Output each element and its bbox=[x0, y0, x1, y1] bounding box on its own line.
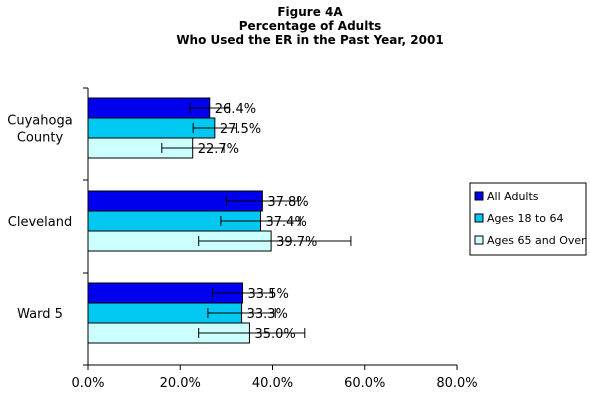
category-label: County bbox=[17, 131, 64, 146]
error-bar bbox=[225, 196, 299, 206]
data-label: 33.5% bbox=[248, 287, 289, 302]
category-label: Cuyahoga bbox=[7, 114, 72, 129]
data-label: 37.4% bbox=[266, 215, 307, 230]
legend-swatch bbox=[474, 213, 484, 223]
data-label: 22.7% bbox=[198, 142, 239, 157]
error-bar bbox=[189, 103, 231, 113]
axes: Cuyahoga County Cleveland Ward 5 0.0% 20.0% 40… bbox=[7, 87, 478, 391]
legend-label: Ages 18 to 64 bbox=[487, 212, 564, 225]
chart-title-line: Figure 4A bbox=[277, 5, 343, 19]
x-tick-label: 80.0% bbox=[436, 376, 477, 391]
chart-title-line: Who Used the ER in the Past Year, 2001 bbox=[176, 33, 443, 47]
data-label: 27.5% bbox=[220, 122, 261, 137]
x-tick-label: 40.0% bbox=[252, 376, 293, 391]
error-bar bbox=[212, 288, 273, 298]
x-tick-label: 20.0% bbox=[160, 376, 201, 391]
error-bar bbox=[192, 123, 238, 133]
legend-swatch bbox=[474, 235, 484, 245]
plot-area: 26.4% 27.5% 22.7% 37.8% 37.4% 39.7% 33.5% 33.3%… bbox=[87, 97, 352, 344]
error-bar bbox=[161, 143, 225, 153]
legend-item: Ages 18 to 64 bbox=[474, 212, 564, 225]
x-tick-label: 60.0% bbox=[344, 376, 385, 391]
data-label: 26.4% bbox=[215, 102, 256, 117]
legend-swatch bbox=[474, 191, 484, 201]
error-bar bbox=[220, 216, 301, 226]
error-bar bbox=[198, 328, 306, 338]
category-label: Ward 5 bbox=[17, 307, 63, 322]
data-label: 33.3% bbox=[247, 307, 288, 322]
data-label: 39.7% bbox=[276, 235, 317, 250]
chart-title-line: Percentage of Adults bbox=[239, 19, 381, 33]
category-label: Cleveland bbox=[8, 215, 72, 230]
data-label: 35.0% bbox=[254, 327, 295, 342]
legend-item: Ages 65 and Over bbox=[474, 234, 586, 247]
legend-item: All Adults bbox=[474, 190, 539, 203]
legend-label: Ages 65 and Over bbox=[487, 234, 586, 247]
error-bar bbox=[198, 236, 352, 246]
error-bar bbox=[207, 308, 276, 318]
legend: All Adults Ages 18 to 64 Ages 65 and Over bbox=[469, 182, 587, 256]
legend-label: All Adults bbox=[487, 190, 539, 203]
legend-box bbox=[469, 182, 587, 256]
data-label: 37.8% bbox=[267, 195, 308, 210]
x-tick-label: 0.0% bbox=[71, 376, 104, 391]
